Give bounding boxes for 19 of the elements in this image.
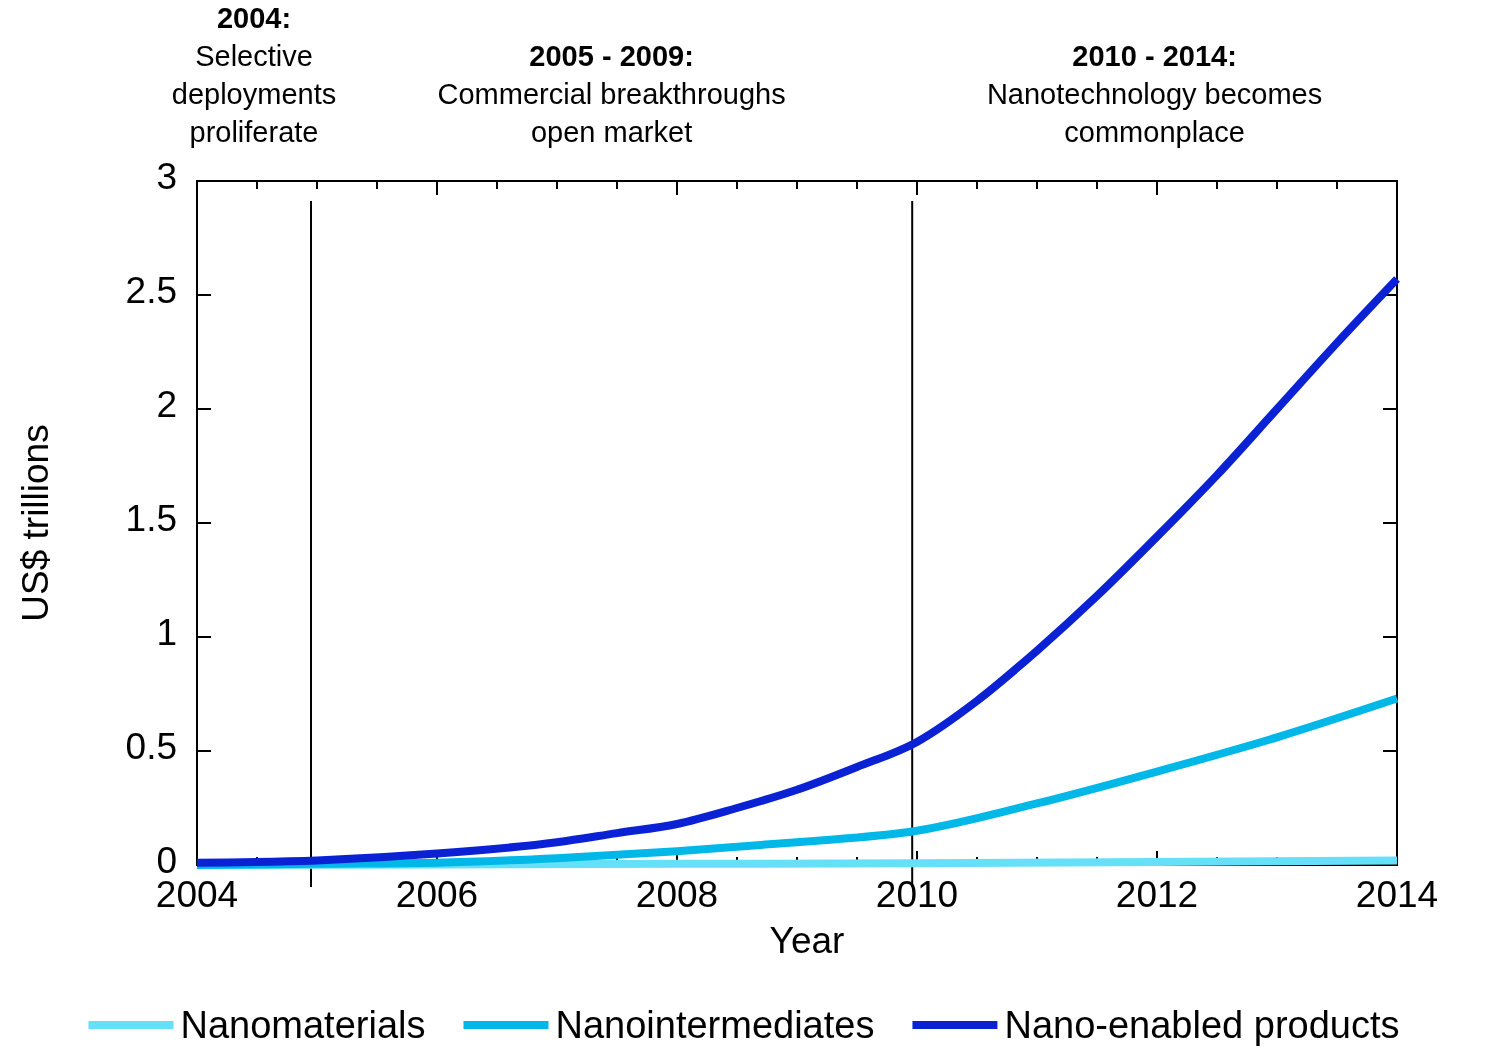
- y-axis-title: US$ trillions: [15, 424, 56, 622]
- x-tick-label: 2012: [1115, 874, 1199, 915]
- y-tick-label: 2: [156, 384, 177, 425]
- text: 2005 - 2009: Commercial breakthroughs open market: [437, 40, 786, 148]
- text: 2010 - 2014: Nanotechnology becomes commonplace: [986, 40, 1323, 148]
- y-tick-label: 1: [156, 612, 177, 653]
- x-axis-title: Year: [769, 920, 845, 961]
- legend-label: Nanomaterials: [180, 1004, 426, 1046]
- y-tick-label: 1.5: [125, 498, 177, 539]
- legend-label: Nano-enabled products: [1004, 1004, 1400, 1046]
- x-tick-label: 2006: [395, 874, 479, 915]
- legend-label: Nanointermediates: [555, 1004, 875, 1046]
- y-tick-label: 3: [156, 156, 177, 197]
- x-tick-label: 2014: [1355, 874, 1439, 915]
- y-tick-label: 2.5: [125, 270, 177, 311]
- y-tick-label: 0.5: [125, 726, 177, 767]
- x-tick-label: 2008: [635, 874, 719, 915]
- text: 2004: Selective deployments proliferate: [171, 2, 337, 148]
- x-tick-label: 2010: [875, 874, 959, 915]
